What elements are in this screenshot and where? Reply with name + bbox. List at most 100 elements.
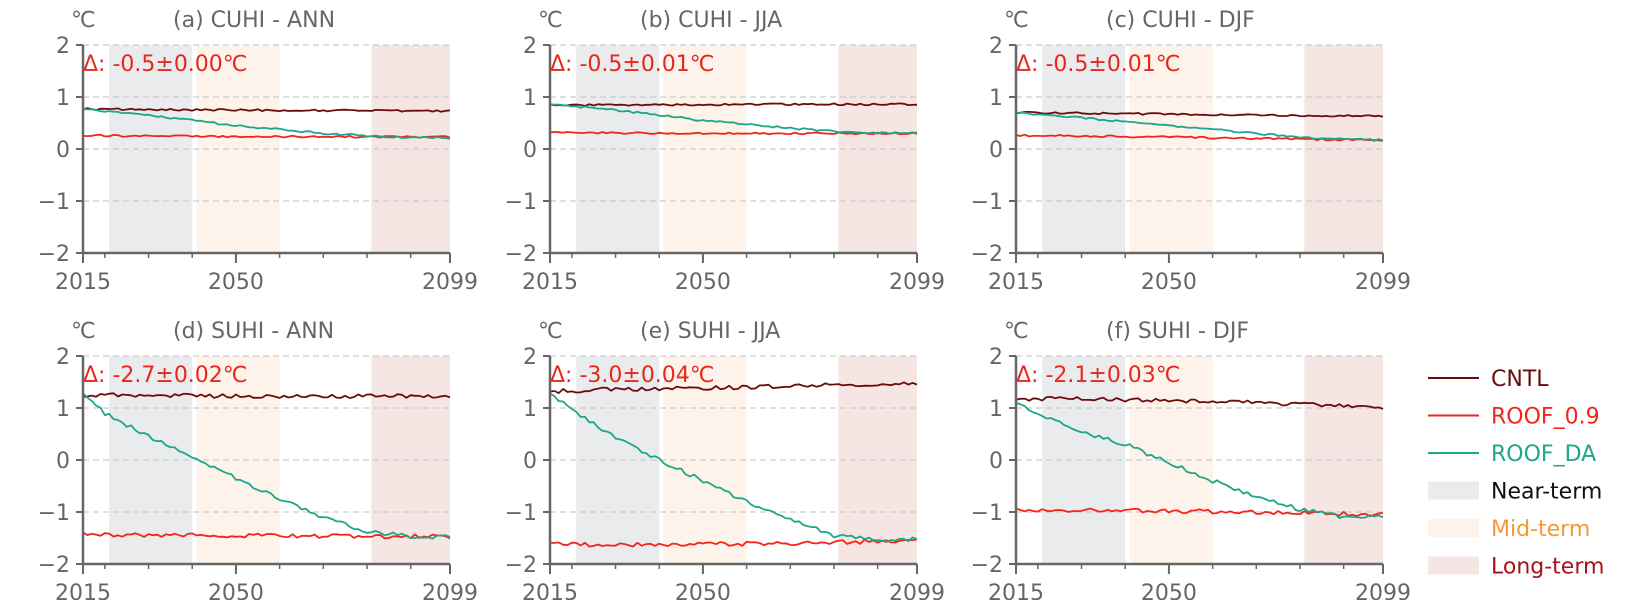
x-tick-label: 2050 [1141, 270, 1197, 295]
y-tick-label: 1 [56, 86, 70, 111]
panel-6: 2 1 0 −1 −2 2015 2050 2099 ℃ (f) SUHI - DJF Δ: -2.… [971, 319, 1411, 600]
y-tick-label: 1 [56, 397, 70, 422]
y-tick-label: −1 [971, 190, 1003, 215]
series-line-roof_da [549, 103, 918, 135]
panel-title: (c) CUHI - DJF [1106, 8, 1255, 33]
series-line-cntl [549, 102, 918, 107]
x-tick-label: 2099 [889, 270, 945, 295]
series-line-roof_da [1015, 402, 1384, 519]
y-tick-label: 0 [56, 449, 70, 474]
legend-item-long-term: Long-term [1428, 555, 1604, 580]
y-tick-label: −2 [505, 553, 537, 578]
y-tick-label: 0 [523, 449, 537, 474]
legend-label: Near-term [1491, 480, 1602, 505]
legend-item-roof_0.9: ROOF_0.9 [1428, 405, 1600, 430]
legend-item-near-term: Near-term [1428, 480, 1602, 505]
y-tick-label: −2 [971, 242, 1003, 267]
delta-annotation: Δ: -0.5±0.01℃ [550, 52, 715, 77]
legend-swatch [1428, 519, 1479, 537]
legend-item-roof_da: ROOF_DA [1428, 442, 1596, 467]
y-tick-label: −1 [38, 190, 70, 215]
legend-label: CNTL [1491, 367, 1549, 392]
unit-label: ℃ [71, 319, 96, 344]
series-line-cntl [1015, 395, 1384, 410]
y-tick-label: 1 [523, 397, 537, 422]
y-tick-label: 2 [989, 345, 1003, 370]
panel-title: (a) CUHI - ANN [173, 8, 335, 33]
panel-title: (b) CUHI - JJA [640, 8, 782, 33]
x-tick-label: 2015 [55, 581, 111, 600]
panel-4: 2 1 0 −1 −2 2015 2050 2099 ℃ (d) SUHI - ANN Δ: -2.… [38, 319, 478, 600]
y-tick-label: 0 [989, 138, 1003, 163]
series-line-roof_da [549, 392, 918, 543]
y-tick-label: 0 [989, 449, 1003, 474]
unit-label: ℃ [1004, 8, 1029, 33]
legend-item-mid-term: Mid-term [1428, 517, 1590, 542]
series-line-cntl [1015, 111, 1384, 118]
series-line-roof_da [1015, 111, 1384, 142]
panel-1: 2 1 0 −1 −2 2015 2050 2099 ℃ (a) CUHI - ANN Δ: -0.… [38, 8, 478, 295]
x-tick-label: 2050 [675, 581, 731, 600]
unit-label: ℃ [1004, 319, 1029, 344]
series-line-cntl [82, 107, 451, 113]
delta-annotation: Δ: -0.5±0.01℃ [1016, 52, 1181, 77]
y-tick-label: 1 [989, 86, 1003, 111]
x-tick-label: 2015 [522, 581, 578, 600]
delta-annotation: Δ: -2.1±0.03℃ [1016, 363, 1181, 388]
y-tick-label: 2 [56, 34, 70, 59]
y-tick-label: −2 [38, 553, 70, 578]
y-tick-label: −1 [971, 501, 1003, 526]
y-tick-label: −2 [505, 242, 537, 267]
unit-label: ℃ [538, 319, 563, 344]
y-tick-label: −1 [505, 501, 537, 526]
x-tick-label: 2015 [988, 581, 1044, 600]
x-tick-label: 2050 [208, 270, 264, 295]
x-tick-label: 2099 [1355, 581, 1411, 600]
x-tick-label: 2050 [208, 581, 264, 600]
legend-swatch [1428, 556, 1479, 575]
y-tick-label: 1 [989, 397, 1003, 422]
x-tick-label: 2099 [1355, 270, 1411, 295]
series-line-roof_0.9 [82, 531, 451, 540]
series-line-roof_da [82, 108, 451, 140]
x-tick-label: 2099 [889, 581, 945, 600]
y-tick-label: 0 [523, 138, 537, 163]
y-tick-label: 2 [989, 34, 1003, 59]
x-tick-label: 2015 [522, 270, 578, 295]
series-line-roof_da [82, 392, 451, 540]
unit-label: ℃ [538, 8, 563, 33]
panel-title: (f) SUHI - DJF [1106, 319, 1249, 344]
unit-label: ℃ [71, 8, 96, 33]
series-line-cntl [549, 381, 918, 395]
y-tick-label: 2 [523, 345, 537, 370]
y-tick-label: −1 [505, 190, 537, 215]
series-line-cntl [82, 392, 451, 399]
delta-annotation: Δ: -0.5±0.00℃ [83, 52, 248, 77]
legend-item-cntl: CNTL [1428, 367, 1549, 392]
x-tick-label: 2099 [422, 581, 478, 600]
y-tick-label: 2 [523, 34, 537, 59]
legend-swatch [1428, 481, 1479, 500]
series-line-roof_0.9 [82, 133, 451, 139]
panel-2: 2 1 0 −1 −2 2015 2050 2099 ℃ (b) CUHI - JJA Δ: -0.… [505, 8, 945, 295]
panel-3: 2 1 0 −1 −2 2015 2050 2099 ℃ (c) CUHI - DJF Δ: -0.… [971, 8, 1411, 295]
y-tick-label: 0 [56, 138, 70, 163]
delta-annotation: Δ: -2.7±0.02℃ [83, 363, 248, 388]
legend: CNTL ROOF_0.9 ROOF_DA Near-term Mid-term Long… [1428, 367, 1604, 580]
panel-5: 2 1 0 −1 −2 2015 2050 2099 ℃ (e) SUHI - JJA Δ: -3.… [505, 319, 945, 600]
x-tick-label: 2050 [1141, 581, 1197, 600]
y-tick-label: −1 [38, 501, 70, 526]
legend-label: Long-term [1491, 555, 1604, 580]
y-tick-label: −2 [971, 553, 1003, 578]
delta-annotation: Δ: -3.0±0.04℃ [550, 363, 715, 388]
y-tick-label: 1 [523, 86, 537, 111]
legend-label: ROOF_0.9 [1491, 405, 1600, 430]
x-tick-label: 2050 [675, 270, 731, 295]
x-tick-label: 2099 [422, 270, 478, 295]
x-tick-label: 2015 [55, 270, 111, 295]
legend-label: Mid-term [1491, 517, 1590, 542]
x-tick-label: 2015 [988, 270, 1044, 295]
y-tick-label: −2 [38, 242, 70, 267]
series-line-roof_0.9 [549, 131, 918, 136]
